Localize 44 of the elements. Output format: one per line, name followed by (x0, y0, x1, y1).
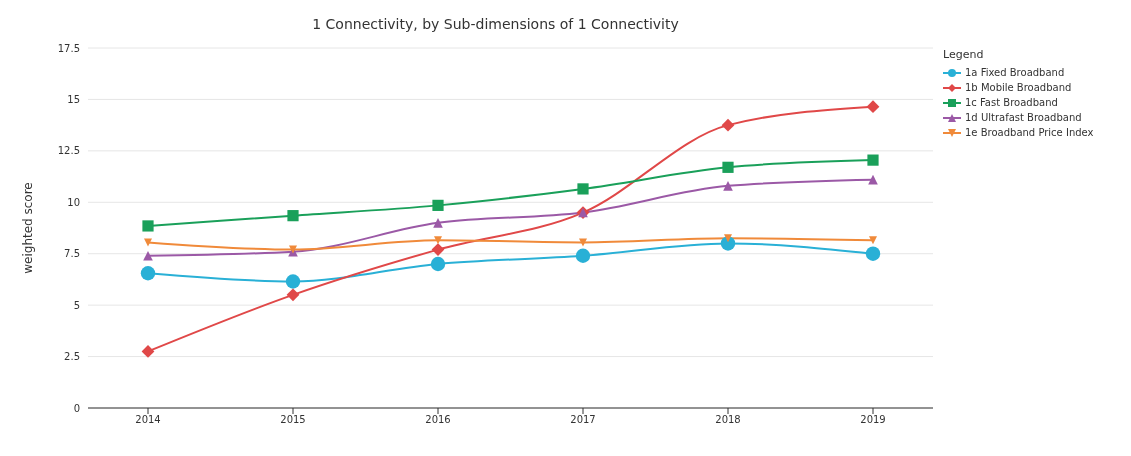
x-tick-label: 2015 (280, 414, 306, 426)
point (575, 248, 591, 263)
x-tick-label: 2017 (570, 414, 596, 426)
chart-title: 1 Connectivity, by Sub-dimensions of 1 Connectivity (311, 16, 680, 32)
y-axis-title: weighted score (21, 182, 36, 274)
y-tick-label: 0 (73, 402, 80, 414)
point (577, 183, 589, 195)
point (433, 218, 443, 228)
point (867, 154, 879, 166)
x-tick-label: 2019 (860, 414, 886, 426)
point (144, 238, 152, 247)
y-tick-label: 7.5 (64, 248, 80, 260)
point (143, 250, 153, 261)
legend-title: Legend (943, 48, 985, 61)
x-tick-label: 2018 (715, 414, 741, 426)
point (434, 236, 442, 245)
point (723, 181, 733, 191)
legend-label: 1b Mobile Broadband (965, 82, 1072, 93)
point (724, 234, 732, 243)
legend-label: 1d Ultrafast Broadband (965, 112, 1082, 123)
point (142, 220, 154, 232)
y-tick-label: 17.5 (57, 42, 80, 54)
y-tick-label: 15 (67, 93, 80, 105)
legend-label: 1c Fast Broadband (965, 97, 1058, 108)
point (432, 199, 444, 211)
point (865, 246, 881, 261)
point (430, 256, 446, 272)
point (287, 210, 299, 222)
x-tick-label: 2016 (425, 414, 451, 426)
x-tick-label: 2014 (135, 414, 161, 426)
point (285, 274, 301, 289)
point (579, 238, 587, 247)
y-tick-label: 5 (73, 299, 80, 311)
point (140, 266, 156, 281)
point (721, 118, 735, 132)
y-tick-label: 10 (67, 196, 80, 208)
legend-label: 1e Broadband Price Index (965, 127, 1094, 138)
y-tick-label: 12.5 (57, 145, 80, 157)
point (286, 288, 300, 302)
point (722, 161, 734, 173)
y-tick-label: 2.5 (64, 351, 80, 363)
point (869, 236, 877, 245)
legend-label: 1a Fixed Broadband (965, 67, 1065, 78)
point (866, 100, 880, 114)
